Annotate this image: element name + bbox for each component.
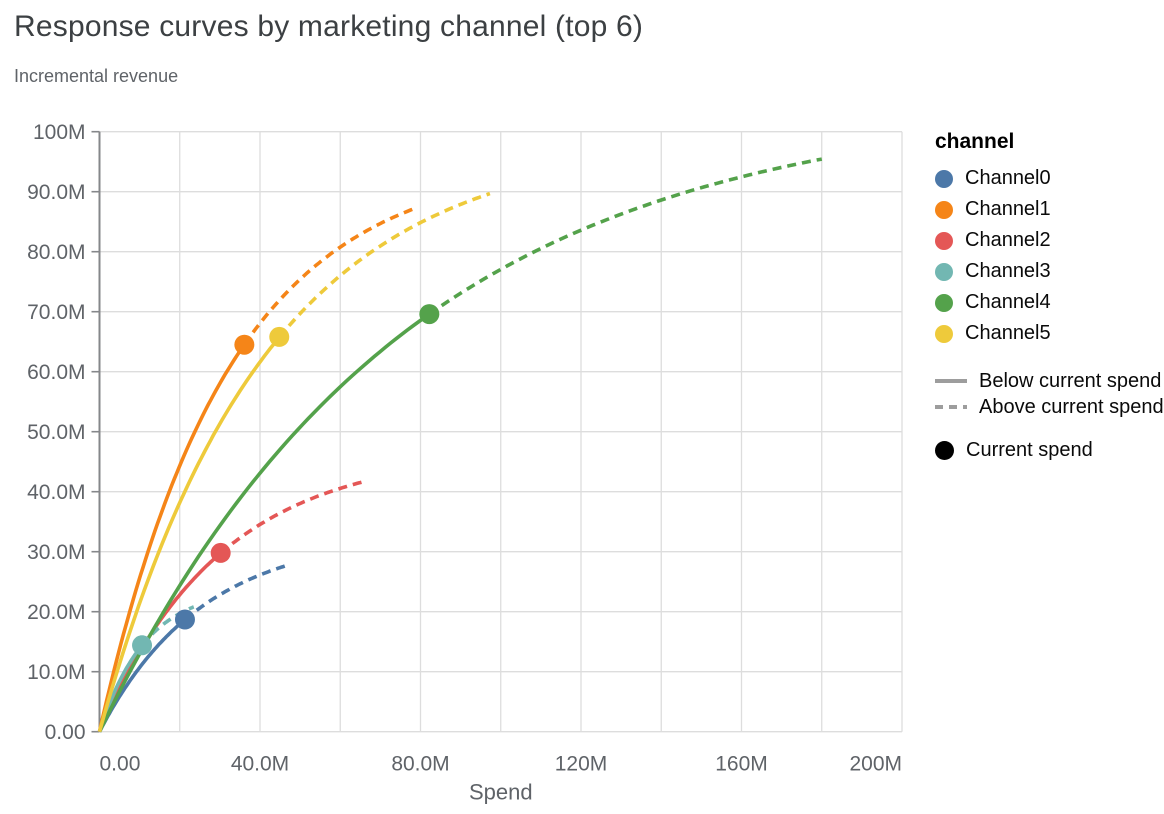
chart-subtitle: Incremental revenue (14, 66, 179, 86)
curve-channel1-above-current (242, 206, 417, 346)
current-spend-dot-channel5 (269, 326, 290, 347)
current-spend-dot-channel4 (419, 304, 440, 325)
chart-title: Response curves by marketing channel (to… (14, 10, 644, 43)
solid-line-icon (935, 379, 967, 383)
curve-channel4-below-current (97, 312, 431, 733)
legend-label: Below current spend (979, 369, 1162, 392)
y-tick-label: 10.0M (27, 661, 85, 684)
point-legend: Current spend (935, 437, 1160, 463)
channel3-swatch-icon (935, 262, 953, 281)
current-spend-dot-channel2 (210, 542, 231, 563)
x-tick-label: 0.00 (100, 753, 141, 776)
curve-channel3-above-current (140, 605, 195, 647)
legend-item-above-current-spend: Above current spend (935, 394, 1164, 420)
curve-channel1-below-current (97, 343, 246, 733)
legend-item-below-current-spend: Below current spend (935, 368, 1162, 394)
channel4-swatch-icon (935, 293, 953, 312)
chart-legend: channel Channel0 Channel1 Channel2 Chann… (935, 130, 1164, 463)
y-tick-label: 20.0M (27, 601, 85, 624)
x-tick-label: 200M (849, 753, 902, 776)
legend-item-current-spend: Current spend (935, 437, 1160, 463)
legend-item-channel3: Channel3 (935, 256, 1160, 287)
current-spend-dot-channel3 (132, 635, 153, 656)
current-spend-dot-icon (935, 440, 954, 460)
legend-title: channel (935, 130, 1015, 153)
curve-channel5-above-current (277, 191, 491, 339)
legend-item-channel1: Channel1 (935, 194, 1160, 225)
x-tick-label: 160M (715, 753, 768, 776)
legend-label: Channel5 (965, 322, 1051, 344)
legend-label: Channel3 (965, 260, 1051, 282)
channel5-swatch-icon (935, 324, 953, 343)
curve-channel5-below-current (97, 336, 281, 733)
current-spend-dot-channel1 (234, 334, 255, 355)
y-tick-label: 30.0M (27, 541, 85, 564)
x-tick-label: 80.0M (391, 753, 449, 776)
legend-item-channel4: Channel4 (935, 287, 1160, 318)
legend-label: Channel0 (965, 167, 1051, 189)
channel0-swatch-icon (935, 169, 953, 188)
y-tick-label: 40.0M (27, 481, 85, 504)
legend-label: Above current spend (979, 395, 1164, 418)
legend-label: Channel4 (965, 291, 1051, 313)
x-tick-label: 120M (555, 753, 608, 776)
y-tick-label: 100M (33, 121, 86, 144)
curve-channel4-above-current (428, 157, 823, 316)
channel1-swatch-icon (935, 200, 953, 219)
legend-item-channel5: Channel5 (935, 318, 1160, 349)
legend-label: Channel2 (965, 229, 1051, 251)
dashed-line-icon (935, 405, 967, 409)
y-tick-label: 60.0M (27, 361, 85, 384)
legend-item-channel0: Channel0 (935, 163, 1160, 194)
channel2-swatch-icon (935, 231, 953, 250)
y-tick-label: 90.0M (27, 181, 85, 204)
x-axis-title: Spend (469, 780, 533, 805)
y-tick-label: 50.0M (27, 421, 85, 444)
y-tick-label: 70.0M (27, 301, 85, 324)
line-style-legend: Below current spend Above current spend (935, 368, 1164, 420)
legend-label: Current spend (966, 438, 1093, 461)
legend-item-channel2: Channel2 (935, 225, 1160, 256)
curve-channel2-above-current (219, 479, 368, 555)
curve-channel0-above-current (183, 564, 286, 621)
current-spend-dot-channel0 (174, 609, 195, 630)
y-tick-label: 80.0M (27, 241, 85, 264)
x-tick-label: 40.0M (231, 753, 289, 776)
y-tick-label: 0.00 (45, 721, 86, 744)
legend-label: Channel1 (965, 198, 1051, 220)
